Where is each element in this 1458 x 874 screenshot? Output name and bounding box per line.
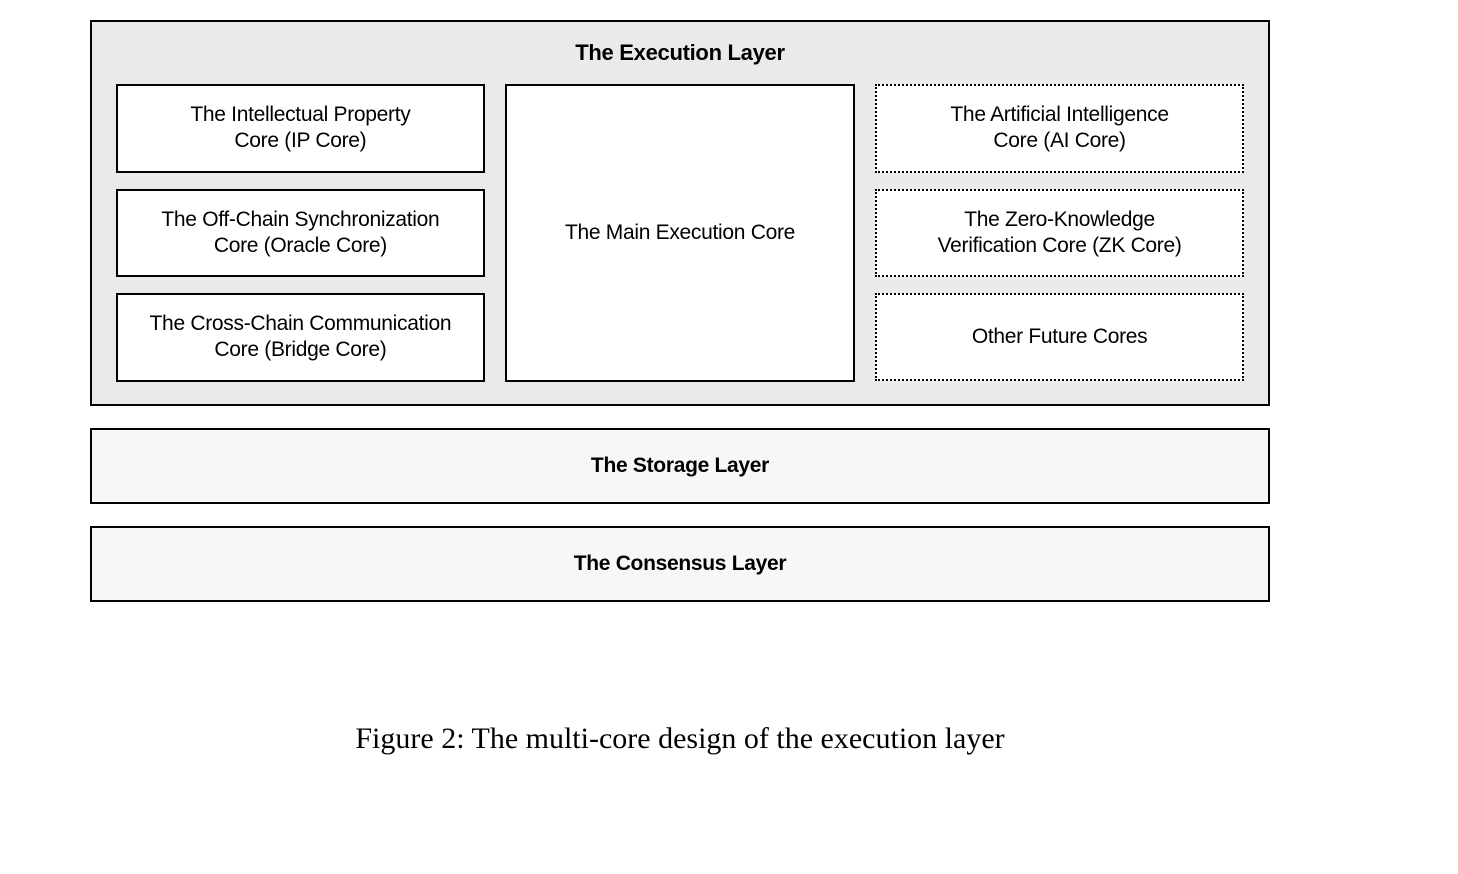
execution-layer-title: The Execution Layer — [116, 40, 1244, 66]
bridge-core-box: The Cross-Chain CommunicationCore (Bridg… — [116, 293, 485, 382]
left-cores-column: The Intellectual PropertyCore (IP Core) … — [116, 84, 485, 382]
zk-core-box: The Zero-KnowledgeVerification Core (ZK … — [875, 189, 1244, 278]
right-cores-column: The Artificial IntelligenceCore (AI Core… — [875, 84, 1244, 382]
oracle-core-box: The Off-Chain SynchronizationCore (Oracl… — [116, 189, 485, 278]
execution-layer: The Execution Layer The Intellectual Pro… — [90, 20, 1270, 406]
figure-caption: Figure 2: The multi-core design of the e… — [90, 722, 1270, 756]
cores-row: The Intellectual PropertyCore (IP Core) … — [116, 84, 1244, 382]
center-core-column: The Main Execution Core — [505, 84, 855, 382]
diagram-container: The Execution Layer The Intellectual Pro… — [90, 20, 1270, 602]
ip-core-box: The Intellectual PropertyCore (IP Core) — [116, 84, 485, 173]
main-execution-core-box: The Main Execution Core — [505, 84, 855, 382]
storage-layer: The Storage Layer — [90, 428, 1270, 504]
consensus-layer: The Consensus Layer — [90, 526, 1270, 602]
future-cores-box: Other Future Cores — [875, 293, 1244, 381]
ai-core-box: The Artificial IntelligenceCore (AI Core… — [875, 84, 1244, 173]
